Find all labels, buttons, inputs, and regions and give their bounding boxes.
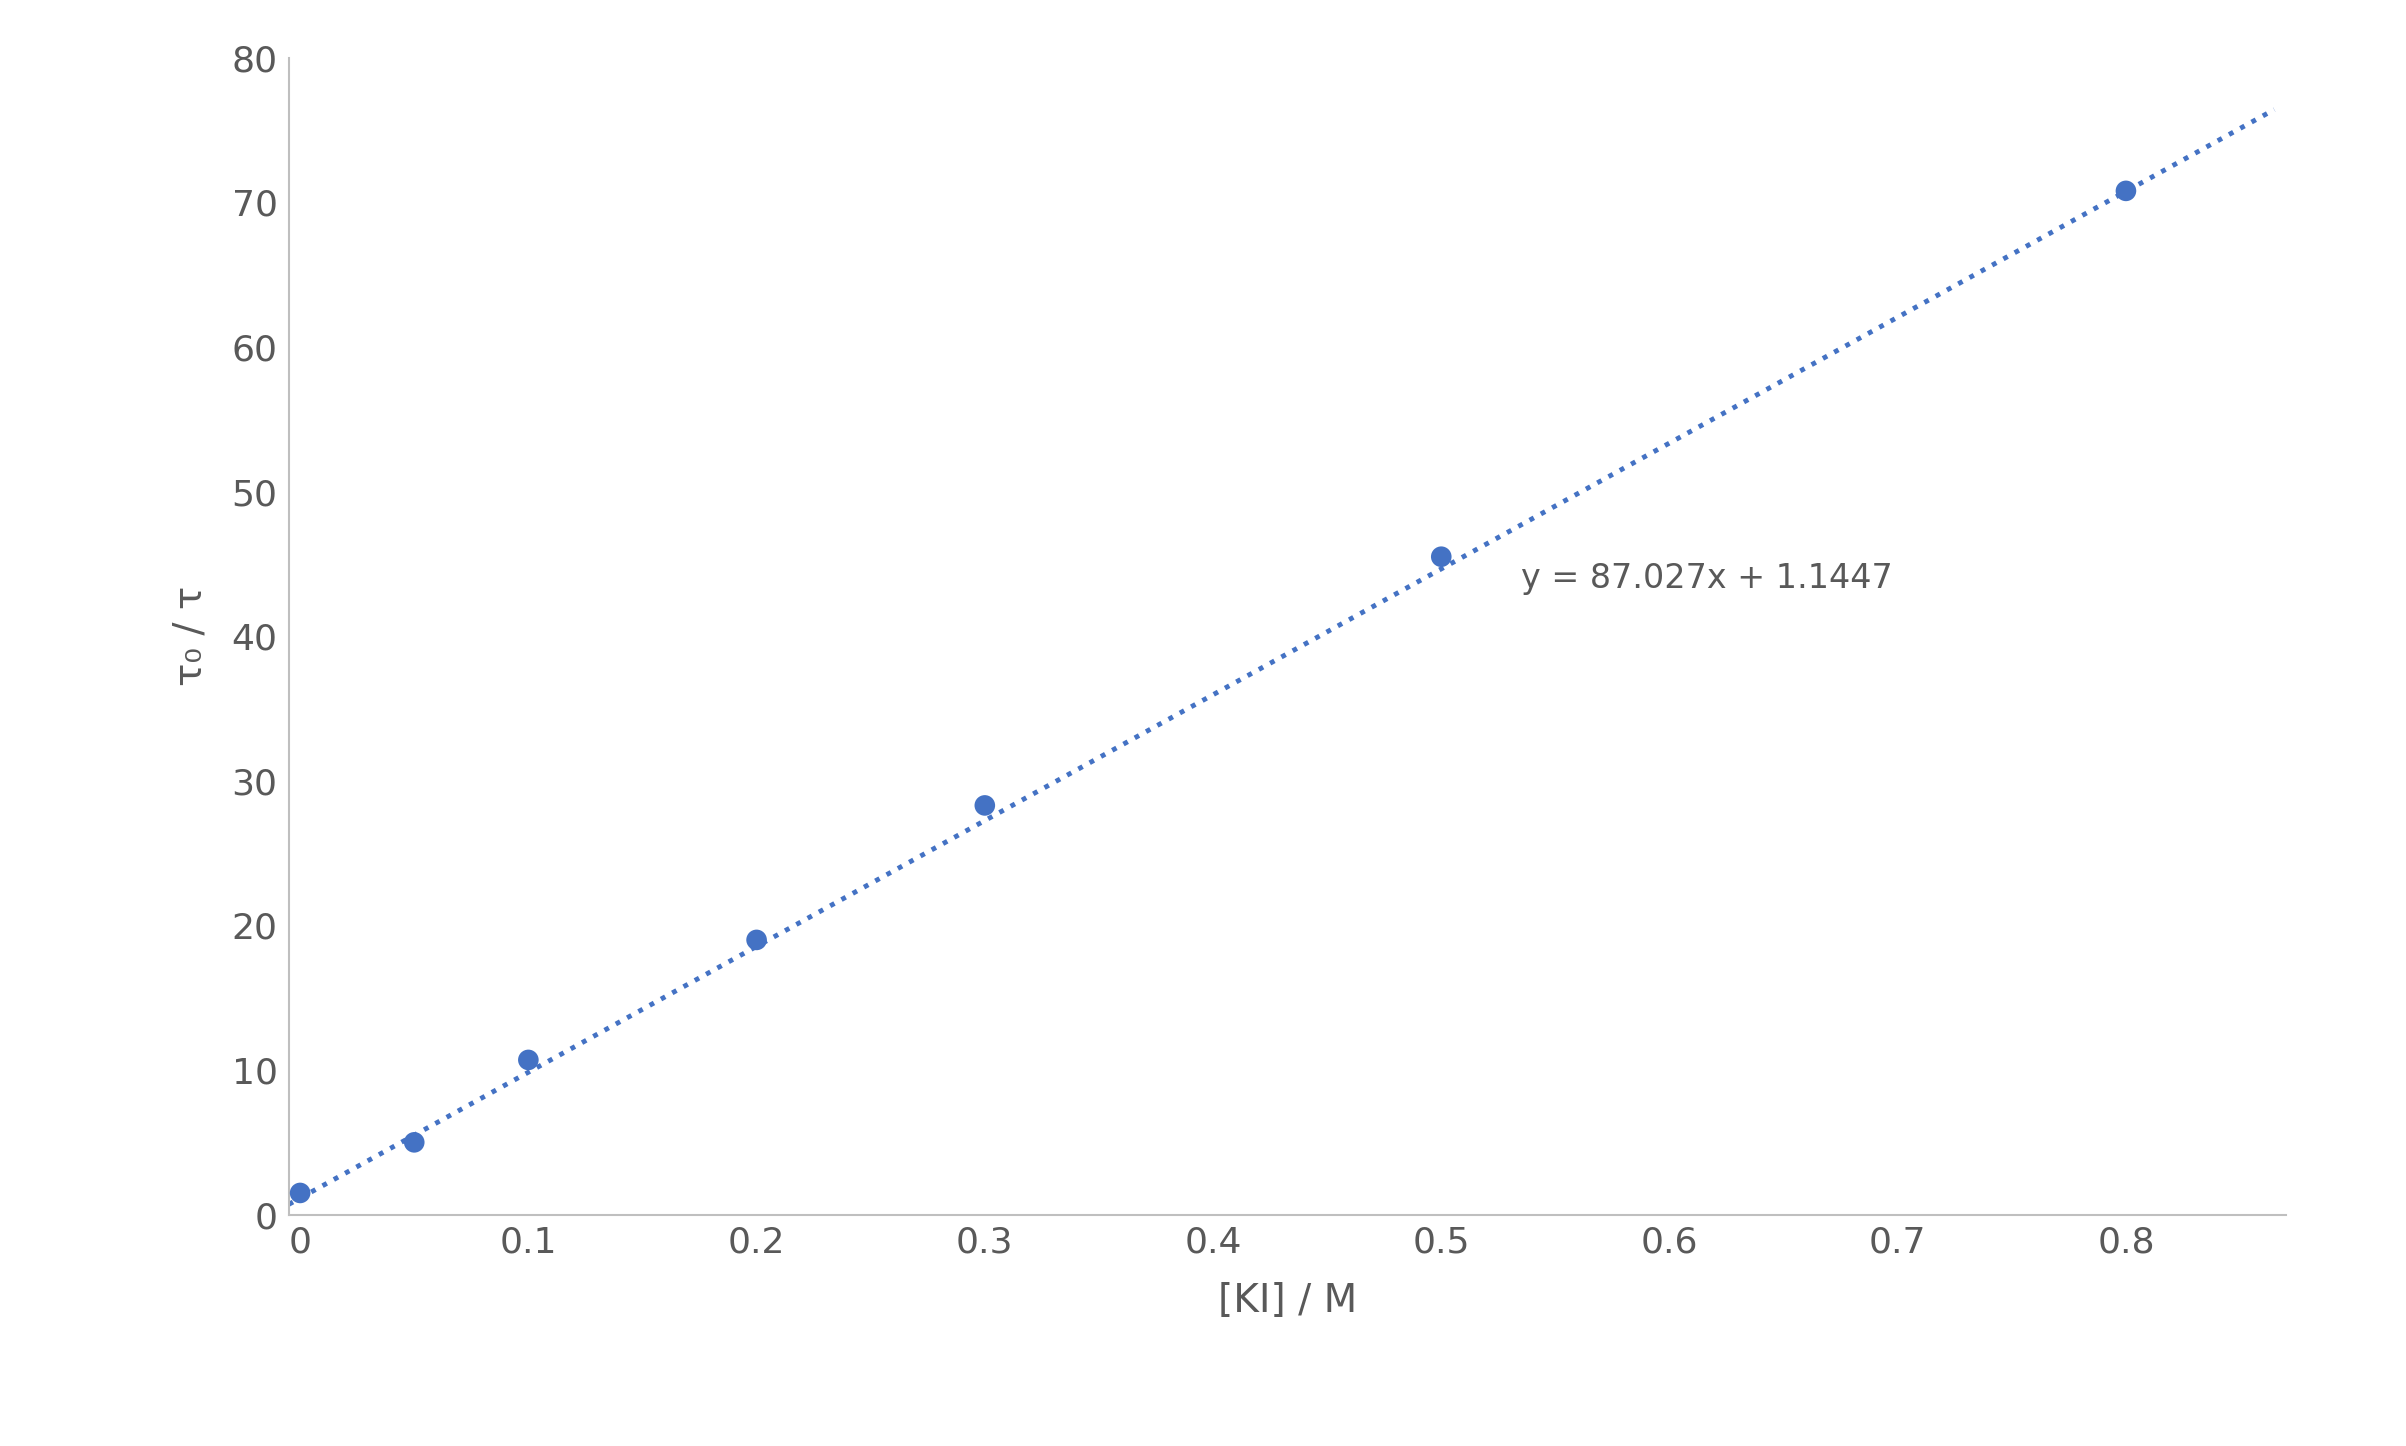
Point (1422, 545, 1460, 568)
Y-axis label: τ₀ / τ: τ₀ / τ (171, 586, 209, 687)
Point (736, 928, 775, 951)
X-axis label: [KI] / M: [KI] / M (1217, 1283, 1357, 1320)
Point (965, 794, 1003, 817)
Point (395, 1131, 433, 1154)
Point (282, 1181, 320, 1205)
Point (2108, 179, 2146, 202)
Point (510, 1048, 549, 1071)
Text: y = 87.027x + 1.1447: y = 87.027x + 1.1447 (1521, 562, 1894, 594)
